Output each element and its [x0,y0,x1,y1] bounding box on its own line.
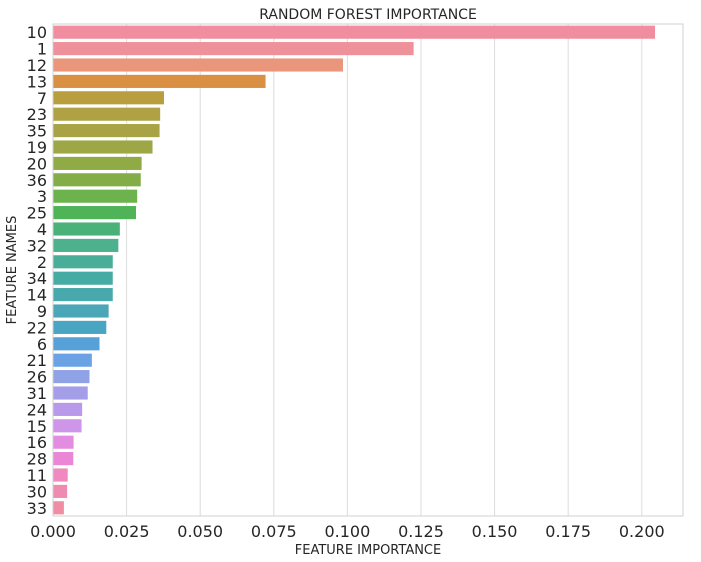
bar-feature-23 [53,107,161,121]
y-tick-label: 35 [27,122,47,141]
chart-title: RANDOM FOREST IMPORTANCE [259,7,477,23]
bar-feature-9 [53,304,109,318]
bar-layer [53,25,656,515]
bar-feature-36 [53,173,141,187]
bar-feature-32 [53,238,119,252]
x-tick-label: 0.075 [251,522,297,541]
bar-feature-10 [53,25,656,39]
y-tick-label: 12 [27,56,47,75]
x-tick-label: 0.100 [324,522,370,541]
y-tick-label: 1 [37,40,47,59]
bar-feature-6 [53,337,100,351]
x-tick-label: 0.200 [619,522,665,541]
y-tick-label: 15 [27,417,47,436]
bar-feature-31 [53,386,88,400]
plot-frame [52,23,684,517]
x-tick-label: 0.125 [398,522,444,541]
bar-feature-12 [53,58,343,72]
bar-feature-20 [53,156,142,170]
x-tick-label: 0.050 [177,522,223,541]
y-tick-layer: 1011213723351920363254322341492262126312… [27,23,47,518]
y-tick-label: 11 [27,466,47,485]
y-tick-label: 4 [37,220,47,239]
y-tick-label: 36 [27,171,47,190]
x-tick-layer: 0.000 0.025 0.050 0.075 0.100 0.125 0.150 0.175… [30,522,665,541]
x-tick-label: 0.025 [104,522,150,541]
x-tick-label: 0.000 [30,522,76,541]
bar-feature-26 [53,370,90,384]
y-tick-label: 33 [27,499,47,518]
y-tick-label: 20 [27,154,47,173]
bar-feature-1 [53,42,414,56]
bar-feature-35 [53,124,160,138]
bar-feature-21 [53,353,92,367]
y-tick-label: 10 [27,23,47,42]
bar-feature-3 [53,189,138,203]
y-tick-label: 24 [27,400,47,419]
bar-feature-33 [53,501,64,515]
y-tick-label: 34 [27,269,47,288]
y-tick-label: 19 [27,138,47,157]
bar-feature-22 [53,320,107,334]
x-tick-label: 0.150 [472,522,518,541]
y-tick-label: 14 [27,286,47,305]
bar-feature-34 [53,271,113,285]
bar-feature-30 [53,484,68,498]
y-tick-label: 7 [37,89,47,108]
bar-feature-28 [53,452,74,466]
y-tick-label: 30 [27,482,47,501]
bar-feature-2 [53,255,113,269]
grid-layer [52,24,643,516]
y-tick-label: 23 [27,105,47,124]
y-tick-label: 25 [27,204,47,223]
y-tick-label: 16 [27,433,47,452]
bar-feature-11 [53,468,68,482]
bar-feature-14 [53,288,113,302]
y-tick-label: 28 [27,450,47,469]
bar-feature-4 [53,222,120,236]
y-tick-label: 13 [27,72,47,91]
y-tick-label: 31 [27,384,47,403]
y-tick-label: 32 [27,236,47,255]
y-tick-label: 6 [37,335,47,354]
bar-feature-25 [53,206,137,220]
bar-feature-7 [53,91,164,105]
bar-feature-13 [53,74,266,88]
y-tick-label: 22 [27,318,47,337]
x-tick-label: 0.175 [545,522,591,541]
y-axis-label: FEATURE NAMES [5,216,20,325]
y-tick-label: 9 [37,302,47,321]
y-tick-label: 3 [37,187,47,206]
y-tick-label: 26 [27,368,47,387]
bar-feature-24 [53,402,83,416]
y-tick-label: 21 [27,351,47,370]
bar-feature-19 [53,140,153,154]
bar-feature-15 [53,419,82,433]
bar-feature-16 [53,435,74,449]
y-tick-label: 2 [37,253,47,272]
x-axis-label: FEATURE IMPORTANCE [295,543,441,557]
